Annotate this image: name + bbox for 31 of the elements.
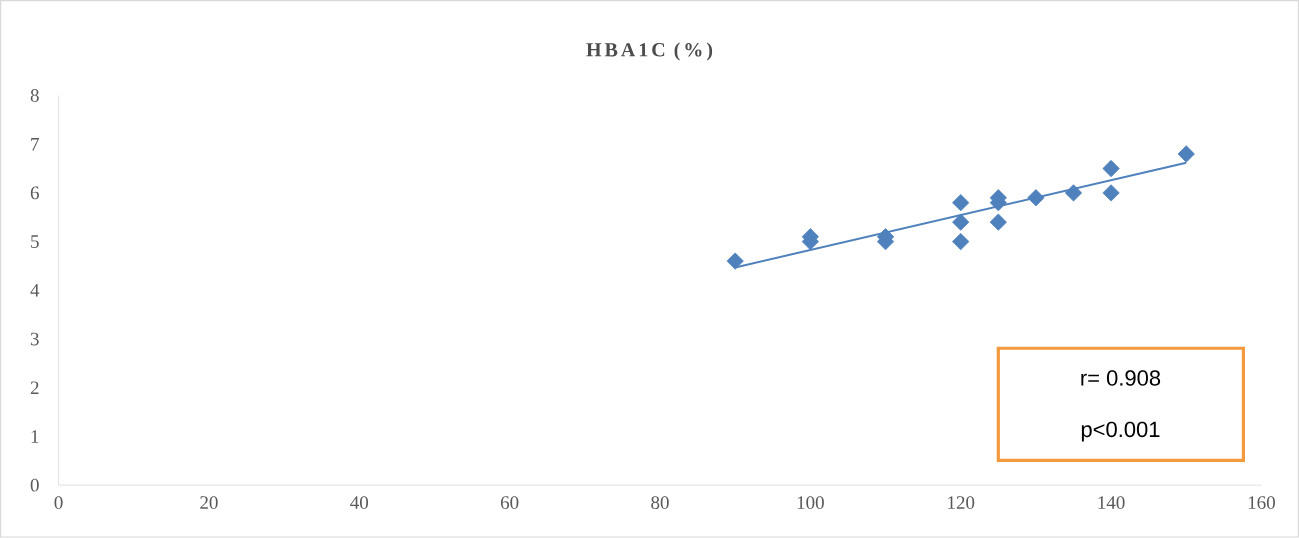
point (952, 194, 970, 212)
y-tick-label: 5 (31, 235, 39, 249)
x-tick-label: 120 (948, 496, 975, 510)
annotation: p<0.001 (1081, 421, 1160, 442)
y-tick-label: 0 (30, 478, 39, 492)
point (989, 213, 1007, 231)
y-tick-label: 7 (31, 138, 39, 151)
y-tick-label: 8 (30, 89, 39, 103)
x-tick-label: 20 (200, 496, 218, 510)
annotation: r= 0.908 (1081, 370, 1161, 386)
x-tick-label: 60 (500, 496, 519, 510)
point (1027, 189, 1045, 207)
x-tick-label: 80 (651, 496, 669, 510)
x-tick-label: 100 (797, 496, 824, 510)
point (1102, 160, 1120, 178)
x-tick-label: 0 (54, 496, 63, 510)
point (726, 252, 744, 270)
x-tick-label: 140 (1098, 496, 1125, 510)
y-tick-label: 4 (30, 284, 40, 297)
y-tick-label: 2 (30, 381, 39, 395)
y-tick-label: 1 (31, 430, 39, 443)
point (1177, 145, 1195, 163)
point (952, 213, 970, 231)
chart-title: HBA1C (%) (586, 42, 713, 61)
point (1102, 184, 1120, 202)
x-tick-label: 40 (350, 496, 369, 510)
point (952, 233, 970, 251)
y-tick-label: 3 (30, 332, 39, 346)
y-tick-label: 6 (30, 186, 39, 200)
x-tick-label: 160 (1248, 496, 1275, 510)
point (1064, 184, 1083, 202)
